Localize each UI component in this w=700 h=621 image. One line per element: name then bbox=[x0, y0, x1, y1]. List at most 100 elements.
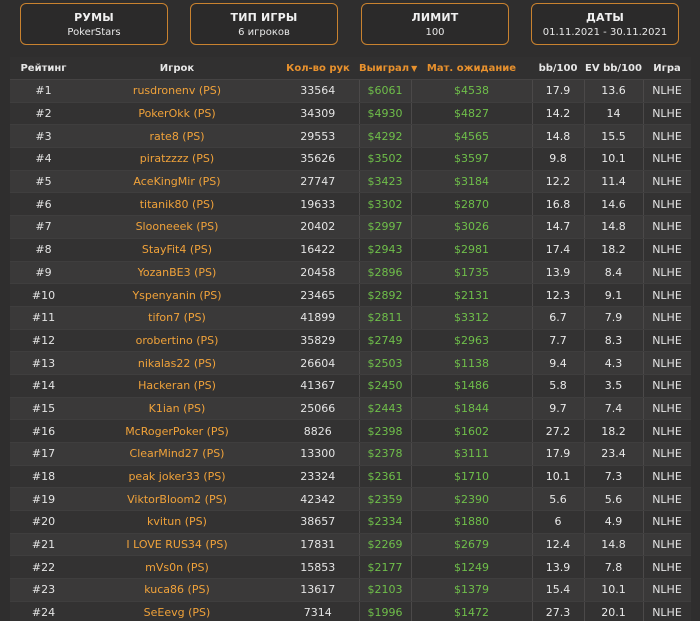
winnings-cell: $2896 bbox=[358, 261, 412, 285]
rank-cell: #5 bbox=[10, 170, 77, 194]
rank-cell: #18 bbox=[10, 465, 77, 489]
game-cell: NLHE bbox=[642, 170, 691, 194]
player-name-link[interactable]: I LOVE RUS34 (PS) bbox=[77, 533, 277, 557]
player-name-link[interactable]: ViktorBloom2 (PS) bbox=[77, 487, 277, 512]
rank-cell: #24 bbox=[10, 601, 77, 621]
winnings-cell: $2398 bbox=[358, 419, 412, 443]
table-row: #3 rate8 (PS) 29553 $4292 $4565 14.8 15.5 NLHE bbox=[10, 124, 691, 149]
table-row: #6 titanik80 (PS) 19633 $3302 $2870 16.8 14.6 N… bbox=[10, 192, 691, 217]
rank-cell: #8 bbox=[10, 238, 77, 262]
evbb100-cell: 7.8 bbox=[584, 555, 643, 580]
game-cell: NLHE bbox=[642, 487, 691, 512]
rank-cell: #10 bbox=[10, 283, 77, 307]
evbb100-cell: 14 bbox=[584, 102, 643, 126]
game-cell: NLHE bbox=[642, 351, 691, 375]
player-name-link[interactable]: Slooneeek (PS) bbox=[77, 215, 277, 239]
table-row: #4 piratzzzz (PS) 35626 $3502 $3597 9.8 10.1 NL… bbox=[10, 147, 691, 171]
table-row: #1 rusdronenv (PS) 33564 $6061 $4538 17.9 13.6… bbox=[10, 79, 691, 103]
evbb100-cell: 7.4 bbox=[584, 397, 643, 421]
header-bb100: bb/100 bbox=[532, 57, 584, 80]
player-name-link[interactable]: orobertino (PS) bbox=[77, 329, 277, 353]
hands-cell: 35626 bbox=[277, 147, 359, 171]
rank-cell: #22 bbox=[10, 555, 77, 580]
player-name-link[interactable]: AceKingMir (PS) bbox=[77, 170, 277, 194]
evbb100-cell: 14.8 bbox=[584, 533, 643, 557]
game-cell: NLHE bbox=[642, 147, 691, 171]
game-cell: NLHE bbox=[642, 419, 691, 443]
evbb100-cell: 7.3 bbox=[584, 465, 643, 489]
ev-cell: $2963 bbox=[411, 329, 532, 353]
winnings-cell: $2269 bbox=[358, 533, 412, 557]
bb100-cell: 27.2 bbox=[531, 419, 585, 443]
player-name-link[interactable]: Yspenyanin (PS) bbox=[77, 283, 277, 307]
header-ev[interactable]: Мат. ожидание bbox=[411, 57, 532, 80]
header-winnings[interactable]: Выиграл ▼ bbox=[359, 57, 417, 80]
bb100-cell: 14.7 bbox=[531, 215, 585, 239]
dates-filter-button[interactable]: ДАТЫ 01.11.2021 - 30.11.2021 bbox=[531, 3, 679, 45]
ev-cell: $1735 bbox=[411, 261, 532, 285]
ev-cell: $4827 bbox=[411, 102, 532, 126]
winnings-cell: $2503 bbox=[358, 351, 412, 375]
game-type-filter-button[interactable]: ТИП ИГРЫ 6 игроков bbox=[190, 3, 338, 45]
rank-cell: #1 bbox=[10, 79, 77, 103]
player-name-link[interactable]: StayFit4 (PS) bbox=[77, 238, 277, 262]
hands-cell: 16422 bbox=[277, 238, 359, 262]
game-cell: NLHE bbox=[642, 397, 691, 421]
table-row: #23 kuca86 (PS) 13617 $2103 $1379 15.4 10.1 NLH… bbox=[10, 578, 691, 602]
player-name-link[interactable]: nikalas22 (PS) bbox=[77, 351, 277, 375]
rank-cell: #11 bbox=[10, 306, 77, 330]
player-name-link[interactable]: peak joker33 (PS) bbox=[77, 465, 277, 489]
player-name-link[interactable]: McRogerPoker (PS) bbox=[77, 419, 277, 443]
winnings-cell: $4292 bbox=[358, 124, 412, 149]
bb100-cell: 15.4 bbox=[531, 578, 585, 602]
player-name-link[interactable]: SeEevg (PS) bbox=[77, 601, 277, 621]
player-name-link[interactable]: YozanBE3 (PS) bbox=[77, 261, 277, 285]
header-hands[interactable]: Кол-во рук bbox=[277, 57, 359, 80]
evbb100-cell: 18.2 bbox=[584, 238, 643, 262]
bb100-cell: 9.8 bbox=[531, 147, 585, 171]
winnings-cell: $3423 bbox=[358, 170, 412, 194]
ev-cell: $4538 bbox=[411, 79, 532, 103]
rank-cell: #14 bbox=[10, 374, 77, 398]
ev-cell: $3026 bbox=[411, 215, 532, 239]
evbb100-cell: 14.6 bbox=[584, 192, 643, 217]
player-name-link[interactable]: kvitun (PS) bbox=[77, 510, 277, 534]
table-row: #22 mVs0n (PS) 15853 $2177 $1249 13.9 7.8 NLHE bbox=[10, 555, 691, 580]
hands-cell: 15853 bbox=[277, 555, 359, 580]
bb100-cell: 13.9 bbox=[531, 261, 585, 285]
rank-cell: #4 bbox=[10, 147, 77, 171]
game-cell: NLHE bbox=[642, 374, 691, 398]
ev-cell: $2390 bbox=[411, 487, 532, 512]
bb100-cell: 12.4 bbox=[531, 533, 585, 557]
hands-cell: 27747 bbox=[277, 170, 359, 194]
rank-cell: #2 bbox=[10, 102, 77, 126]
player-name-link[interactable]: kuca86 (PS) bbox=[77, 578, 277, 602]
winnings-cell: $3502 bbox=[358, 147, 412, 171]
player-name-link[interactable]: titanik80 (PS) bbox=[77, 192, 277, 217]
evbb100-cell: 18.2 bbox=[584, 419, 643, 443]
player-name-link[interactable]: ClearMind27 (PS) bbox=[77, 442, 277, 466]
bb100-cell: 6.7 bbox=[531, 306, 585, 330]
ev-cell: $2870 bbox=[411, 192, 532, 217]
player-name-link[interactable]: mVs0n (PS) bbox=[77, 555, 277, 580]
table-row: #10 Yspenyanin (PS) 23465 $2892 $2131 12.3 9.1… bbox=[10, 283, 691, 307]
player-name-link[interactable]: rate8 (PS) bbox=[77, 124, 277, 149]
table-row: #12 orobertino (PS) 35829 $2749 $2963 7.7 8.3 N… bbox=[10, 329, 691, 353]
player-name-link[interactable]: K1ian (PS) bbox=[77, 397, 277, 421]
winnings-cell: $2892 bbox=[358, 283, 412, 307]
evbb100-cell: 9.1 bbox=[584, 283, 643, 307]
player-name-link[interactable]: tifon7 (PS) bbox=[77, 306, 277, 330]
limit-filter-button[interactable]: ЛИМИТ 100 bbox=[361, 3, 509, 45]
game-cell: NLHE bbox=[642, 533, 691, 557]
table-row: #9 YozanBE3 (PS) 20458 $2896 $1735 13.9 8.4 NLH… bbox=[10, 261, 691, 285]
player-name-link[interactable]: PokerOkk (PS) bbox=[77, 102, 277, 126]
header-winnings-label: Выиграл bbox=[359, 62, 410, 74]
ev-cell: $1710 bbox=[411, 465, 532, 489]
rooms-filter-button[interactable]: РУМЫ PokerStars bbox=[20, 3, 168, 45]
player-name-link[interactable]: piratzzzz (PS) bbox=[77, 147, 277, 171]
player-name-link[interactable]: Hackeran (PS) bbox=[77, 374, 277, 398]
player-name-link[interactable]: rusdronenv (PS) bbox=[77, 79, 277, 103]
winnings-cell: $3302 bbox=[358, 192, 412, 217]
leaderboard-table-container: Рейтинг Игрок Кол-во рук Выиграл ▼ Мат. о… bbox=[10, 57, 691, 621]
winnings-cell: $6061 bbox=[358, 79, 412, 103]
